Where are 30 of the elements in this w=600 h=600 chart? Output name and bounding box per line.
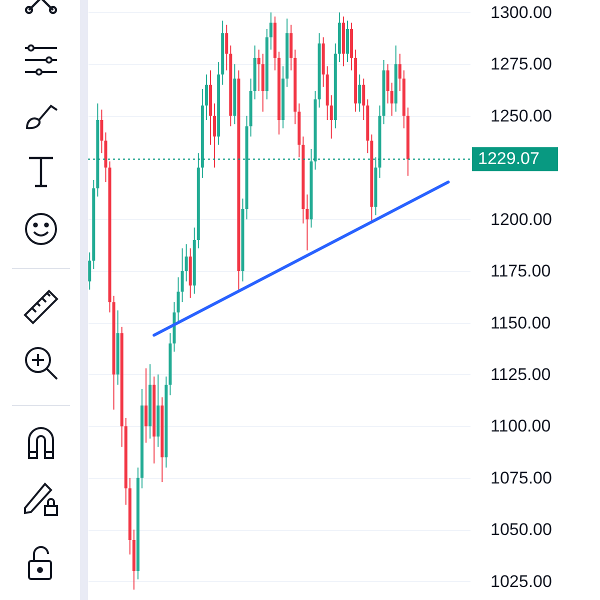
candlestick: [330, 94, 333, 140]
candlestick: [358, 74, 362, 112]
candlestick: [180, 248, 184, 303]
y-tick-label: 1175.00: [490, 262, 551, 281]
y-tick-label: 1300.00: [490, 2, 552, 22]
y-tick-label: 1050.00: [490, 520, 552, 540]
candlestick: [144, 368, 148, 444]
y-tick-label: 1075.00: [490, 468, 552, 488]
candlestick: [184, 244, 188, 282]
candlestick: [100, 109, 104, 154]
y-tick-label: 1125.00: [490, 364, 551, 384]
candlestick: [257, 49, 260, 92]
y-tick-label: 1200.00: [490, 210, 552, 229]
candlestick: [204, 74, 208, 120]
candlestick: [390, 82, 394, 116]
y-tick-label: 1275.00: [490, 54, 552, 74]
y-tick-label: 1250.00: [490, 106, 552, 126]
y-tick-label: 1025.00: [490, 572, 552, 591]
candlestick: [386, 64, 390, 104]
ref-line-label: 1229.07: [478, 149, 540, 168]
candlestick: [176, 276, 180, 324]
candlestick: [306, 194, 309, 251]
y-tick-label: 1150.00: [490, 313, 551, 332]
candlestick: [362, 78, 366, 120]
candlestick: [88, 252, 92, 290]
y-tick-label: 1100.00: [490, 416, 551, 436]
candlestick: [398, 53, 402, 92]
candlestick: [269, 12, 272, 50]
candlestick: [213, 102, 216, 168]
candlestick: [225, 24, 228, 71]
